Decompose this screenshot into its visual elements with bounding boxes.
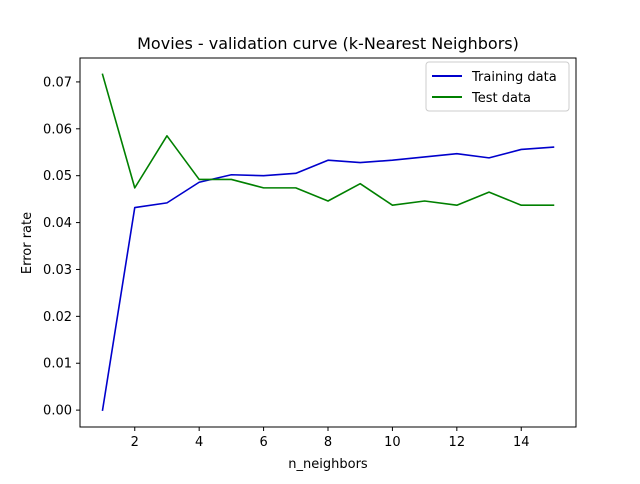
x-tick-label: 4 [195, 435, 203, 450]
x-tick-label: 8 [324, 435, 332, 450]
y-axis-label: Error rate [20, 212, 35, 274]
x-tick-label: 12 [449, 435, 466, 450]
x-tick-label: 2 [131, 435, 139, 450]
series-group [101, 73, 555, 412]
x-axis-label: n_neighbors [288, 457, 368, 472]
y-tick-label: 0.02 [43, 310, 72, 325]
series-line-training [101, 146, 555, 412]
plot-area-frame [79, 57, 577, 428]
y-tick-label: 0.06 [43, 122, 72, 137]
legend: Training data Test data [425, 61, 570, 112]
chart-title: Movies - validation curve (k-Nearest Nei… [137, 34, 519, 53]
y-axis-ticks: 0.00 0.01 0.02 0.03 0.04 0.05 0.06 0.07 [43, 75, 80, 419]
x-tick-label: 10 [384, 435, 401, 450]
x-tick-label: 14 [513, 435, 530, 450]
y-tick-label: 0.01 [43, 357, 72, 372]
legend-label-test: Test data [471, 91, 531, 106]
y-tick-label: 0.05 [43, 169, 72, 184]
x-tick-label: 6 [259, 435, 267, 450]
x-axis-ticks: 2 4 6 8 10 12 14 [131, 427, 530, 450]
y-tick-label: 0.04 [43, 216, 72, 231]
y-tick-label: 0.07 [43, 75, 72, 90]
legend-box [425, 61, 570, 112]
y-tick-label: 0.00 [43, 404, 72, 419]
y-tick-label: 0.03 [43, 263, 72, 278]
legend-label-training: Training data [471, 70, 557, 85]
series-line-test [101, 73, 555, 207]
